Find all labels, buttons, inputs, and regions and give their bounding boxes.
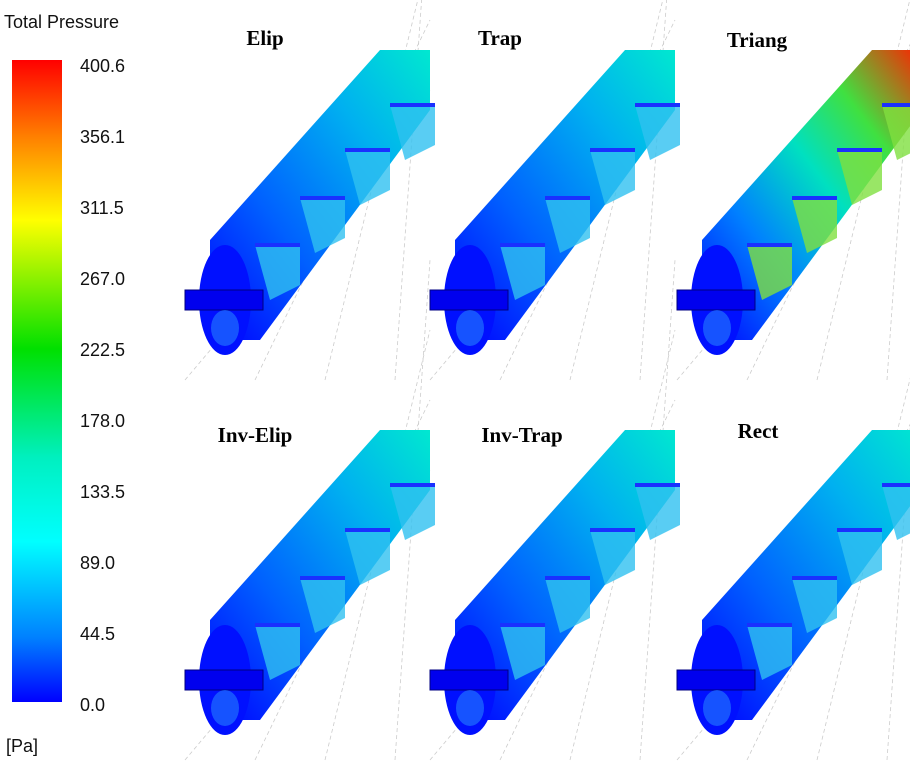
tick-label: 311.5 [80, 198, 124, 218]
tick-label: 267.0 [80, 269, 125, 289]
figure: Total Pressure [Pa] 400.6 356.1 311.5 267.0… [0, 0, 910, 762]
panel-title: Rect [738, 419, 779, 443]
inlet [430, 670, 508, 690]
tick-label: 44.5 [80, 624, 115, 644]
inlet [185, 670, 263, 690]
tick-label: 222.5 [80, 340, 125, 360]
tick-label: 356.1 [80, 127, 125, 147]
panel [430, 0, 680, 380]
inlet [677, 290, 755, 310]
panels [185, 0, 910, 760]
tick-label: 400.6 [80, 56, 125, 76]
inlet-core [456, 310, 484, 346]
inlet [430, 290, 508, 310]
panel-title: Elip [246, 26, 283, 50]
panel-title: Triang [727, 28, 788, 52]
inlet-core [703, 310, 731, 346]
inlet-core [456, 690, 484, 726]
tick-label: 178.0 [80, 411, 125, 431]
inlet-core [211, 690, 239, 726]
tick-label: 89.0 [80, 553, 115, 573]
inlet-core [703, 690, 731, 726]
legend-title: Total Pressure [4, 12, 119, 32]
color-bar [12, 60, 62, 702]
inlet [677, 670, 755, 690]
tick-label: 133.5 [80, 482, 125, 502]
panel [185, 0, 435, 380]
panel-title: Trap [478, 26, 522, 50]
inlet-core [211, 310, 239, 346]
legend-unit: [Pa] [6, 736, 38, 756]
panel-title: Inv-Trap [481, 423, 562, 447]
panel-title: Inv-Elip [218, 423, 293, 447]
inlet [185, 290, 263, 310]
panel [677, 0, 910, 380]
tick-label: 0.0 [80, 695, 105, 715]
legend-ticks: 400.6 356.1 311.5 267.0 222.5 178.0 133.5 89.0 4… [80, 56, 125, 715]
